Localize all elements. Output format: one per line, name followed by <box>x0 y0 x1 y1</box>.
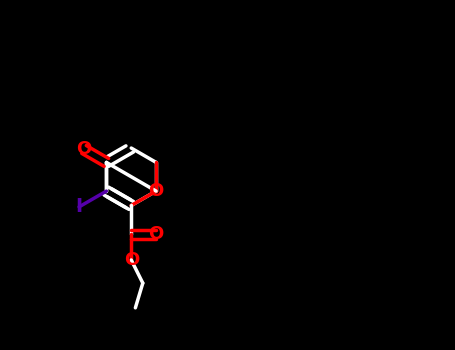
Text: O: O <box>148 225 163 243</box>
Text: I: I <box>76 197 83 216</box>
Text: O: O <box>148 182 164 200</box>
Text: O: O <box>124 251 139 269</box>
Text: O: O <box>76 140 91 159</box>
